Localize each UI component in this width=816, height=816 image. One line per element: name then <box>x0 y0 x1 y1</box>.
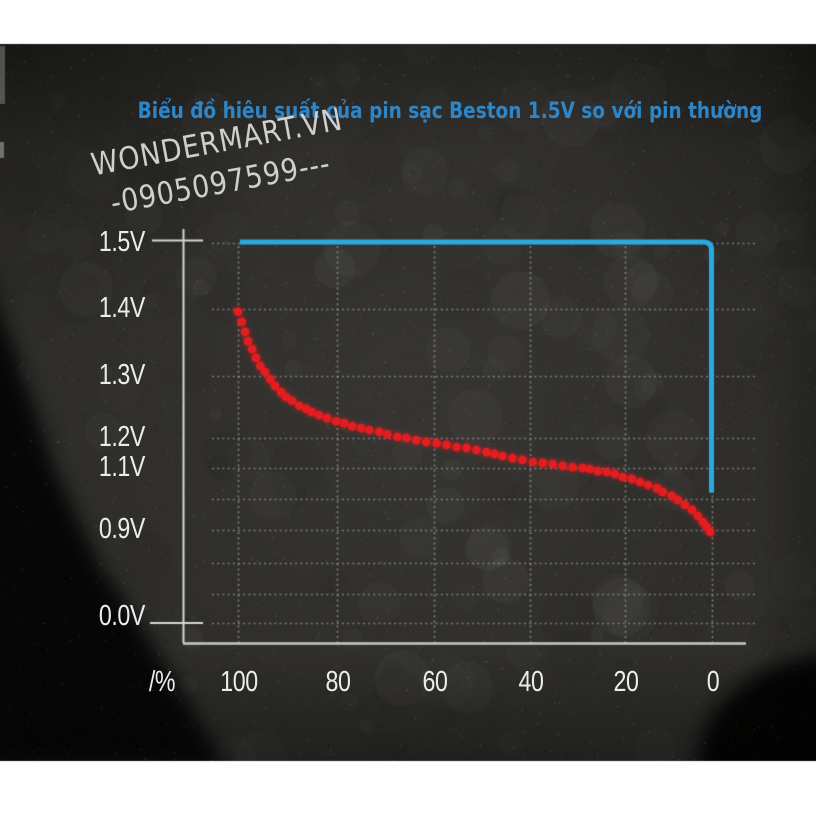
x-axis-label: 100 <box>220 666 258 698</box>
x-axis-label: 0 <box>706 666 720 698</box>
y-axis-label: 1.2V <box>98 421 146 453</box>
y-axis-label: 1.3V <box>98 359 146 391</box>
y-axis-label: 0.0V <box>98 600 146 632</box>
y-axis-label: 1.5V <box>98 226 146 258</box>
x-axis-label: 40 <box>518 666 544 698</box>
x-axis-label: 80 <box>325 666 351 698</box>
y-axis-label: 1.4V <box>98 292 146 324</box>
x-axis-unit-label: /% <box>148 666 176 698</box>
x-axis-label: 20 <box>613 666 639 698</box>
y-axis-label: 1.1V <box>98 451 146 483</box>
chart-title: Biểu đồ hiêu suất của pin sạc Beston 1.5… <box>137 99 763 124</box>
x-axis-label: 60 <box>422 666 448 698</box>
y-axis-label: 0.9V <box>98 513 146 545</box>
